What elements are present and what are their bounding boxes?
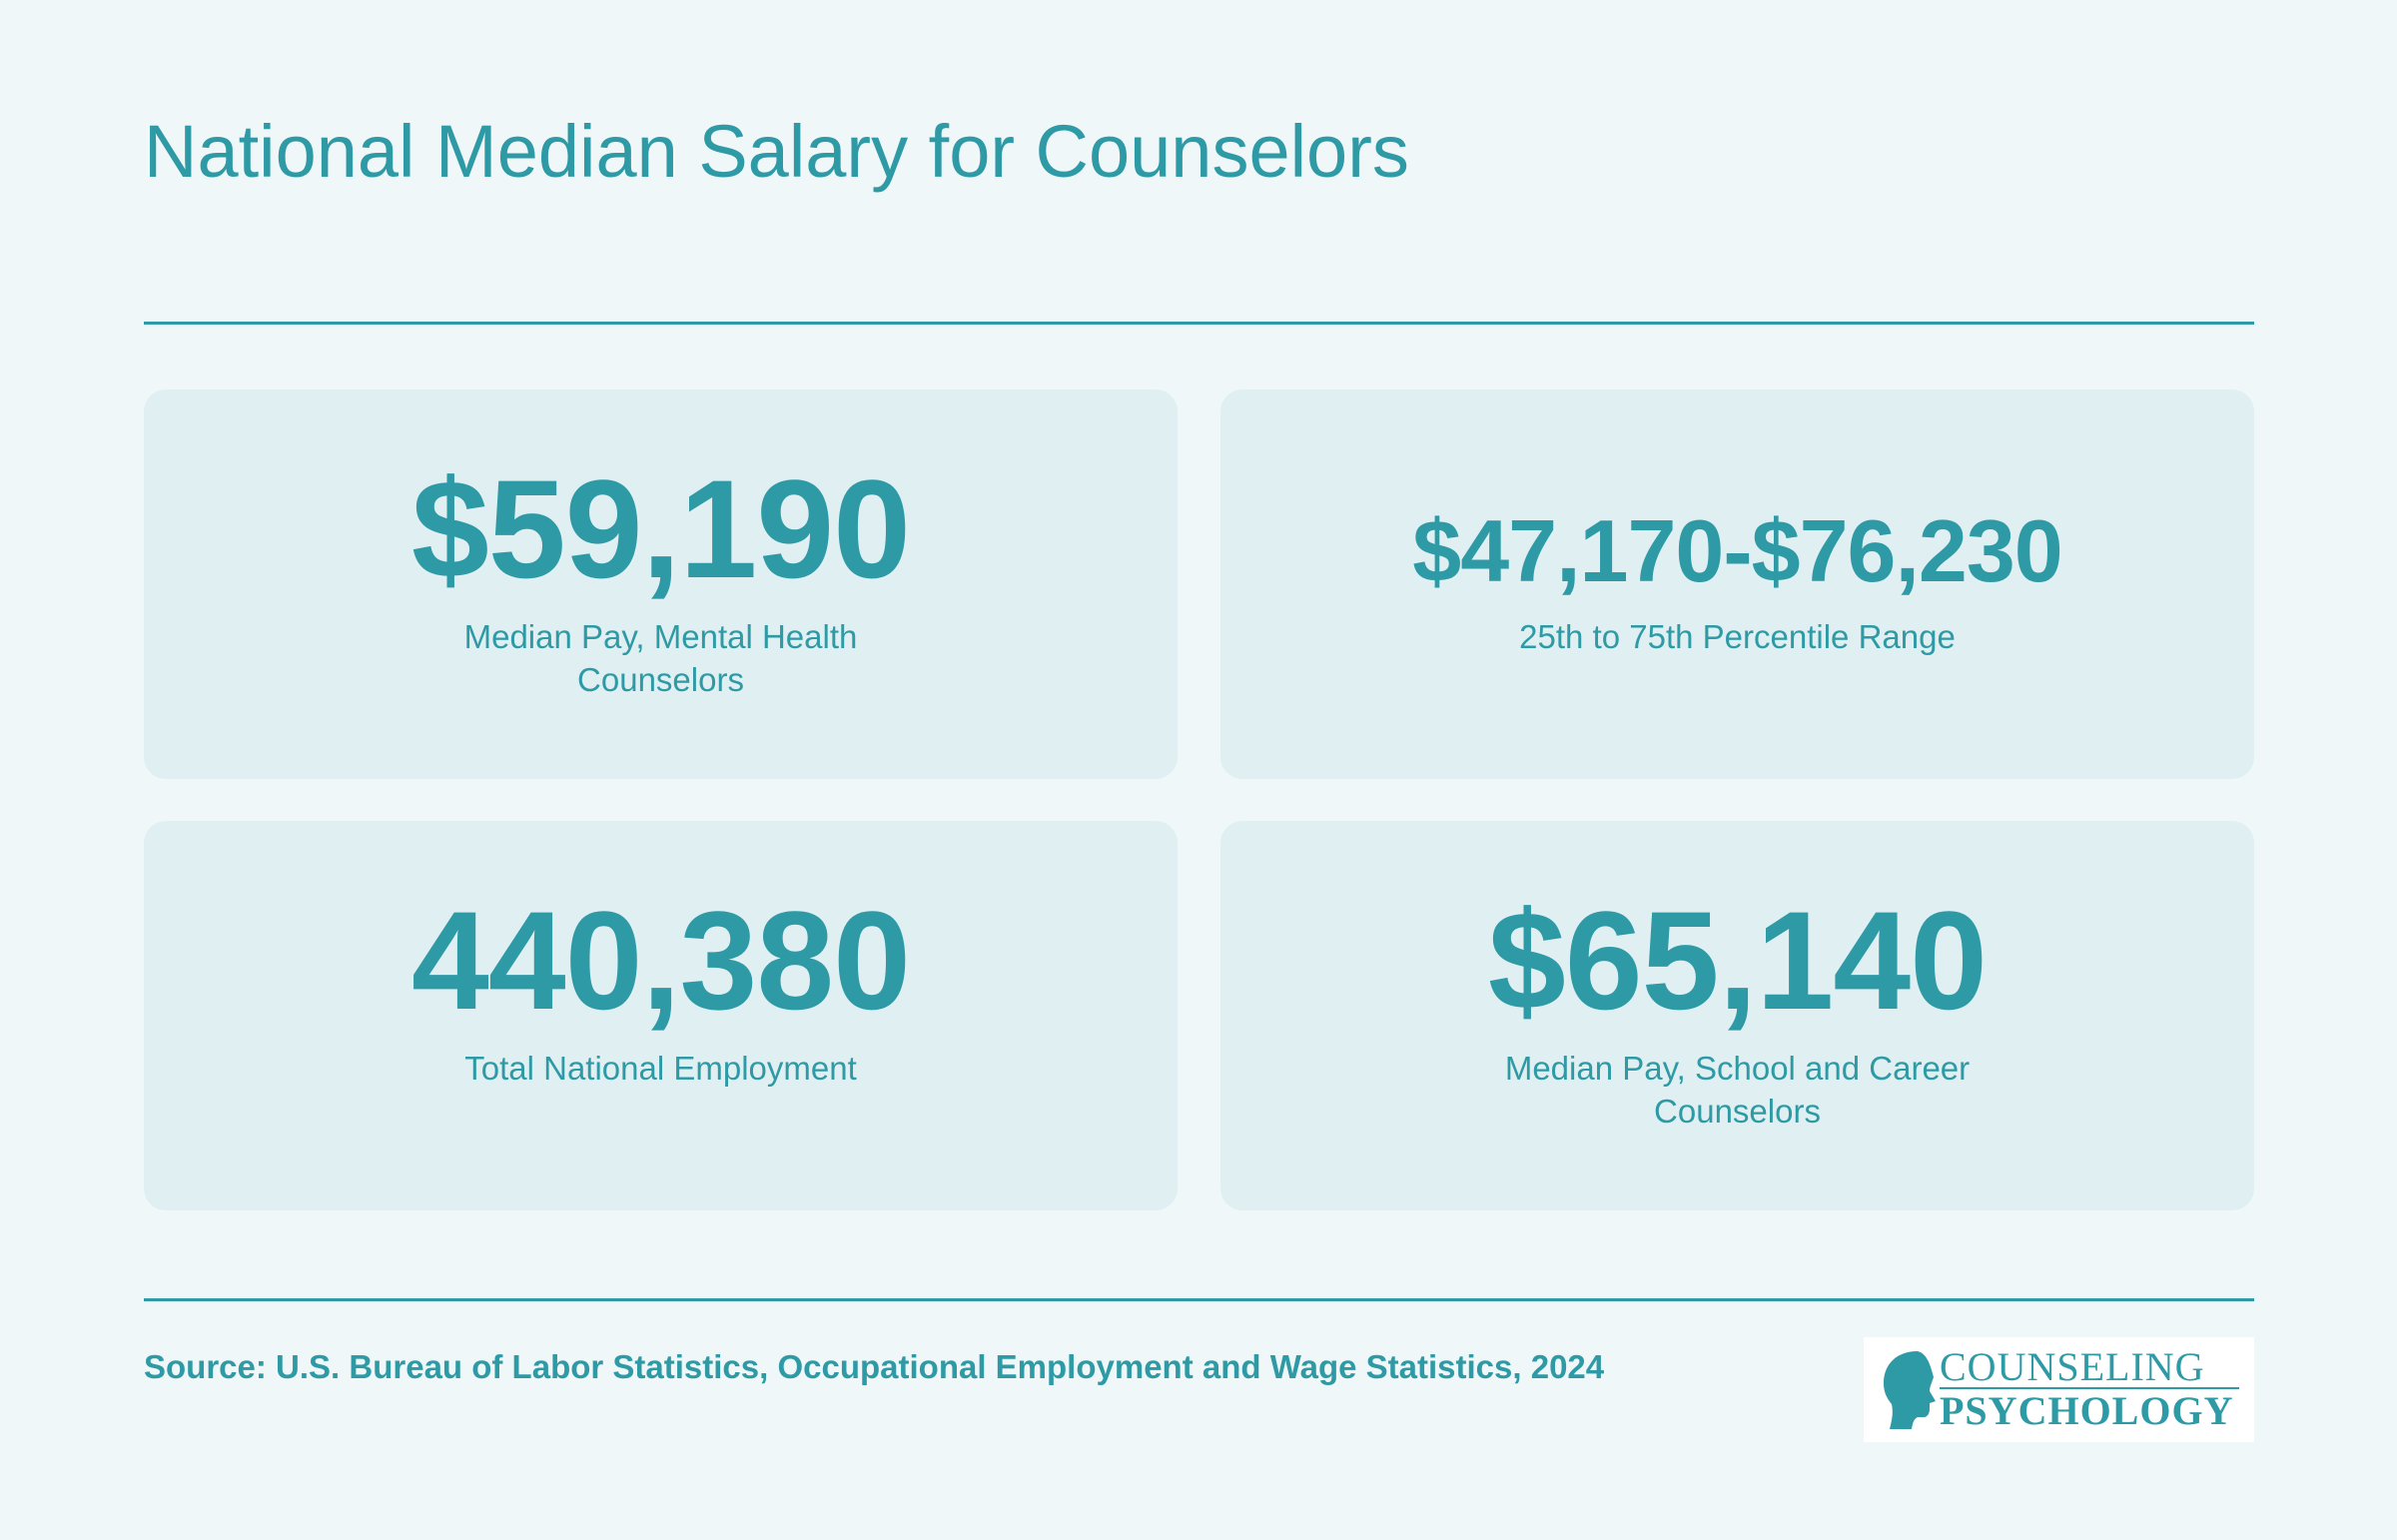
source-citation: Source: U.S. Bureau of Labor Statistics,… <box>144 1348 1605 1385</box>
stat-label: 25th to 75th Percentile Range <box>1519 618 1956 655</box>
head-profile-icon <box>1884 1351 1936 1429</box>
stat-label: Median Pay, Mental Health Counselors <box>463 618 858 698</box>
stat-value: $65,140 <box>1487 882 1988 1039</box>
counseling-psychology-logo: COUNSELING PSYCHOLOGY <box>1864 1337 2254 1442</box>
bottom-divider <box>144 1298 2254 1301</box>
stat-label: Median Pay, School and Career Counselors <box>1504 1050 1971 1130</box>
stat-value: 440,380 <box>410 882 911 1039</box>
stat-card-percentile-range: $47,170-$76,230 25th to 75th Percentile … <box>1220 389 2254 779</box>
stat-card-median-school-career: $65,140 Median Pay, School and Career Co… <box>1220 821 2254 1210</box>
top-divider <box>144 322 2254 325</box>
stat-card-total-employment: 440,380 Total National Employment <box>144 821 1178 1210</box>
logo-divider <box>1940 1387 2239 1389</box>
logo-line-1: COUNSELING <box>1940 1344 2205 1389</box>
logo-line-2: PSYCHOLOGY <box>1940 1388 2234 1433</box>
stat-value: $59,190 <box>410 450 911 607</box>
stat-card-median-mental-health: $59,190 Median Pay, Mental Health Counse… <box>144 389 1178 779</box>
page-title: National Median Salary for Counselors <box>144 110 1409 193</box>
stat-value: $47,170-$76,230 <box>1412 501 2063 600</box>
stat-label: Total National Employment <box>464 1050 857 1087</box>
